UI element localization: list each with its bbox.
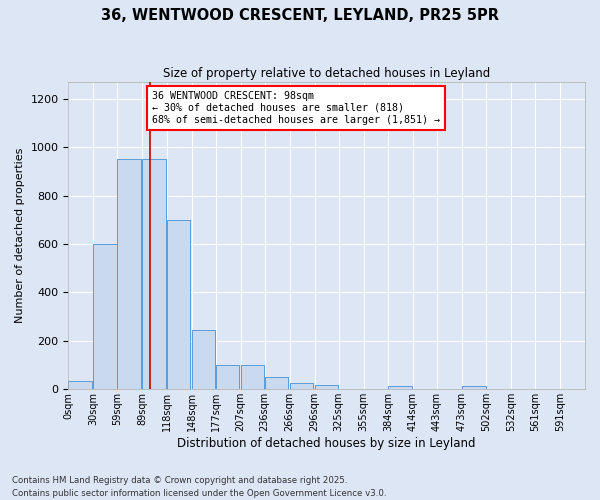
Bar [167, 220, 190, 390]
Y-axis label: Number of detached properties: Number of detached properties [15, 148, 25, 323]
Bar [314, 385, 338, 390]
Bar [68, 381, 92, 390]
Text: 36, WENTWOOD CRESCENT, LEYLAND, PR25 5PR: 36, WENTWOOD CRESCENT, LEYLAND, PR25 5PR [101, 8, 499, 22]
Bar [241, 365, 265, 390]
Bar [118, 159, 141, 390]
Bar [265, 377, 289, 390]
Bar [142, 159, 166, 390]
Bar [191, 330, 215, 390]
Text: 36 WENTWOOD CRESCENT: 98sqm
← 30% of detached houses are smaller (818)
68% of se: 36 WENTWOOD CRESCENT: 98sqm ← 30% of det… [152, 92, 440, 124]
Bar [94, 244, 117, 390]
Text: Contains HM Land Registry data © Crown copyright and database right 2025.
Contai: Contains HM Land Registry data © Crown c… [12, 476, 386, 498]
X-axis label: Distribution of detached houses by size in Leyland: Distribution of detached houses by size … [178, 437, 476, 450]
Bar [215, 365, 239, 390]
Bar [290, 383, 313, 390]
Title: Size of property relative to detached houses in Leyland: Size of property relative to detached ho… [163, 68, 490, 80]
Bar [462, 386, 485, 390]
Bar [388, 386, 412, 390]
